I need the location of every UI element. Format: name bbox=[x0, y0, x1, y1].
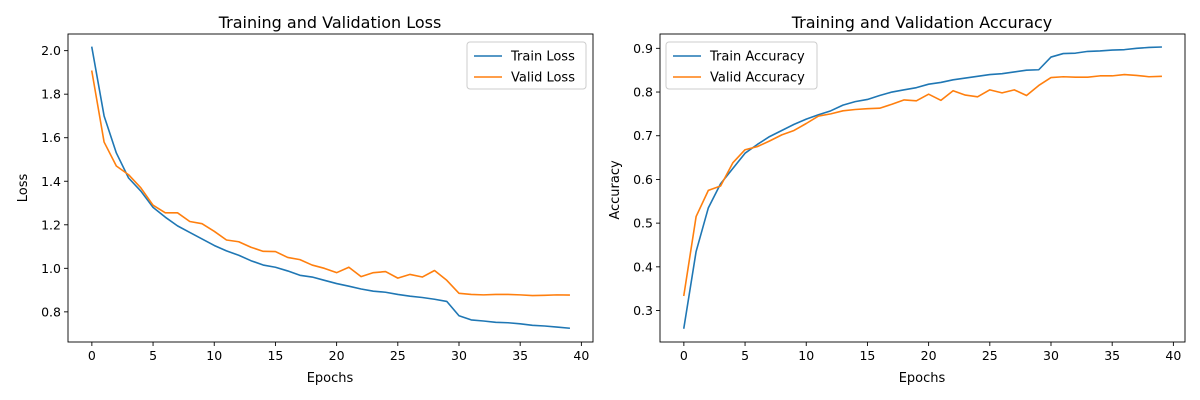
accuracy-chart-title: Training and Validation Accuracy bbox=[791, 13, 1053, 32]
accuracy-y-tick-label: 0.6 bbox=[633, 172, 653, 187]
accuracy-x-tick-label: 30 bbox=[1043, 348, 1059, 363]
accuracy-x-tick-label: 15 bbox=[859, 348, 875, 363]
loss-x-tick-label: 15 bbox=[267, 348, 283, 363]
accuracy-x-tick-label: 5 bbox=[741, 348, 749, 363]
accuracy-x-axis-label: Epochs bbox=[899, 371, 946, 386]
loss-y-tick-label: 1.4 bbox=[41, 174, 61, 189]
accuracy-y-axis-label: Accuracy bbox=[608, 160, 623, 220]
loss-x-tick-label: 5 bbox=[149, 348, 157, 363]
loss-y-tick-label: 2.0 bbox=[41, 43, 61, 58]
accuracy-series-lines bbox=[682, 46, 1162, 329]
loss-y-tick-label: 1.0 bbox=[41, 261, 61, 276]
loss-x-axis-label: Epochs bbox=[307, 371, 354, 386]
accuracy-ticks: 0 5 10 15 20 25 30 35 40 0.3 0.4 0.5 0.6 0.7 0.8 0.9 bbox=[633, 41, 1181, 363]
loss-valid-line bbox=[90, 70, 570, 297]
accuracy-y-tick-label: 0.9 bbox=[633, 41, 653, 56]
accuracy-legend: Train Accuracy Valid Accuracy bbox=[665, 41, 818, 90]
accuracy-legend-label-train: Train Accuracy bbox=[709, 50, 805, 65]
accuracy-legend-label-valid: Valid Accuracy bbox=[710, 71, 805, 86]
loss-legend-label-train: Train Loss bbox=[510, 50, 575, 65]
accuracy-x-tick-label: 0 bbox=[680, 348, 688, 363]
accuracy-x-tick-label: 25 bbox=[982, 348, 998, 363]
loss-x-tick-label: 25 bbox=[390, 348, 406, 363]
loss-chart-panel: 0 5 10 15 20 25 30 35 40 0.8 1.0 1.2 1.4 1.6 1.8 2.0 Tr… bbox=[16, 13, 594, 386]
loss-y-axis-label: Loss bbox=[16, 174, 31, 203]
accuracy-x-tick-label: 40 bbox=[1165, 348, 1181, 363]
loss-y-tick-label: 1.6 bbox=[41, 130, 61, 145]
loss-ticks: 0 5 10 15 20 25 30 35 40 0.8 1.0 1.2 1.4 1.6 1.8 2.0 bbox=[41, 43, 589, 363]
accuracy-chart-panel: 0 5 10 15 20 25 30 35 40 0.3 0.4 0.5 0.6 0.7 0.8 0.9 Tr… bbox=[608, 13, 1186, 386]
loss-train-line bbox=[90, 46, 571, 330]
accuracy-valid-line bbox=[682, 73, 1162, 297]
accuracy-train-line bbox=[682, 46, 1162, 329]
loss-legend-label-valid: Valid Loss bbox=[511, 71, 575, 86]
accuracy-y-tick-label: 0.3 bbox=[633, 303, 653, 318]
accuracy-x-tick-label: 10 bbox=[798, 348, 814, 363]
loss-x-tick-label: 40 bbox=[573, 348, 589, 363]
loss-y-tick-label: 1.2 bbox=[41, 217, 61, 232]
loss-x-tick-label: 30 bbox=[451, 348, 467, 363]
loss-chart-title: Training and Validation Loss bbox=[218, 13, 442, 32]
loss-x-tick-label: 35 bbox=[512, 348, 528, 363]
accuracy-y-tick-label: 0.4 bbox=[633, 259, 653, 274]
loss-x-tick-label: 20 bbox=[329, 348, 345, 363]
loss-y-tick-label: 0.8 bbox=[41, 304, 61, 319]
accuracy-x-tick-label: 20 bbox=[921, 348, 937, 363]
accuracy-y-tick-label: 0.8 bbox=[633, 85, 653, 100]
loss-legend: Train Loss Valid Loss bbox=[466, 41, 587, 90]
accuracy-y-tick-label: 0.7 bbox=[633, 128, 653, 143]
loss-x-tick-label: 10 bbox=[206, 348, 222, 363]
loss-x-tick-label: 0 bbox=[88, 348, 96, 363]
loss-y-tick-label: 1.8 bbox=[41, 87, 61, 102]
loss-series-lines bbox=[90, 46, 571, 330]
accuracy-x-tick-label: 35 bbox=[1104, 348, 1120, 363]
accuracy-legend-box bbox=[665, 41, 818, 90]
accuracy-y-tick-label: 0.5 bbox=[633, 216, 653, 231]
